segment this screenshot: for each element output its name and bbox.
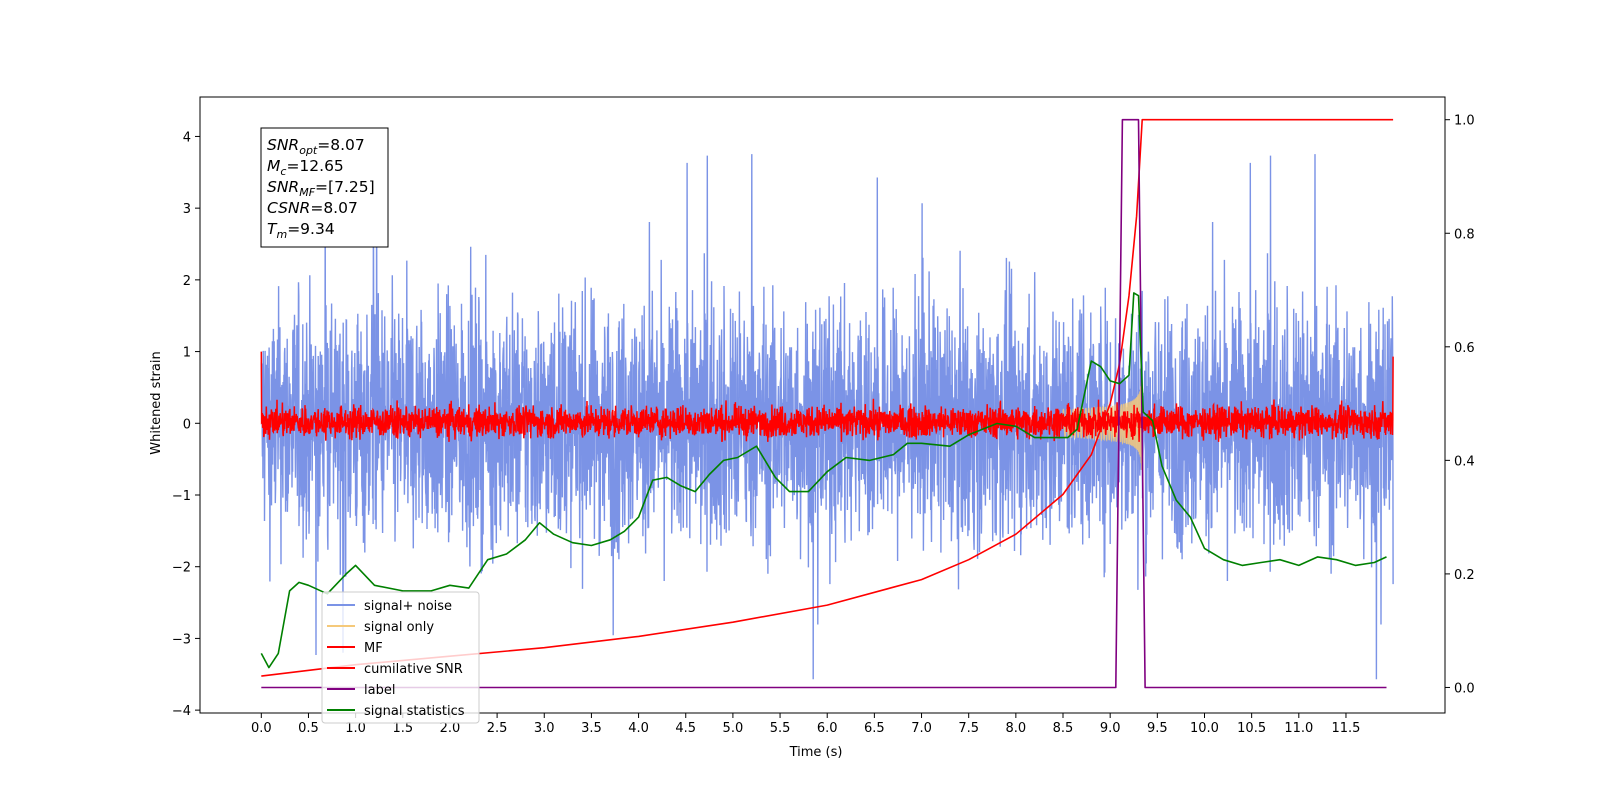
x-tick-label: 6.0: [817, 721, 838, 736]
plot-area: [260, 118, 1394, 689]
ticks: 0.0 0.5 1.0 1.5 2.0 2.5 3.0 3.5 4.0 4.5 5.0 5.5 6.0 6…: [172, 114, 1475, 736]
y-right-tick-label: 0.4: [1454, 454, 1475, 469]
y-right-tick-label: 0.6: [1454, 341, 1475, 356]
legend: signal+ noise signal only MF cumilative SNR…: [321, 591, 480, 724]
y-left-tick-label: 3: [183, 202, 191, 217]
y-right-tick-label: 0.2: [1454, 568, 1475, 583]
x-tick-label: 1.0: [345, 721, 366, 736]
y-left-tick-label: −3: [172, 632, 191, 647]
x-tick-label: 5.0: [723, 721, 744, 736]
legend-label: signal statistics: [364, 704, 465, 719]
legend-label: label: [364, 683, 395, 698]
x-tick-label: 6.5: [864, 721, 885, 736]
series-signal-statistics: [260, 292, 1387, 669]
x-tick-label: 5.5: [770, 721, 791, 736]
y-right-tick-label: 1.0: [1454, 114, 1475, 129]
y-left-tick-label: 1: [183, 346, 191, 361]
series-label: [261, 118, 1387, 689]
y-left-tick-label: −4: [172, 704, 191, 719]
legend-label: signal only: [364, 620, 434, 635]
annotation-line: Mc=12.65: [267, 157, 344, 178]
y-right-tick-label: 0.8: [1454, 227, 1475, 242]
annotation-line: SNRopt=8.07: [267, 136, 365, 157]
series-mf: [260, 351, 1394, 443]
annotation-frame: [260, 127, 389, 248]
x-tick-label: 0.5: [298, 721, 319, 736]
x-tick-label: 3.0: [534, 721, 555, 736]
y-left-tick-label: −1: [172, 489, 191, 504]
x-axis-label: Time (s): [789, 745, 843, 760]
annotation-line: CSNR=8.07: [267, 199, 358, 217]
plot-clip-group: [260, 118, 1394, 689]
y-right-tick-label: 0.0: [1454, 681, 1475, 696]
axes-border: [199, 96, 1446, 714]
x-tick-label: 0.0: [251, 721, 272, 736]
annotation-line: SNRMF=[7.25]: [267, 178, 375, 199]
x-tick-label: 7.5: [958, 721, 979, 736]
x-tick-label: 4.0: [628, 721, 649, 736]
x-tick-label: 11.5: [1331, 721, 1360, 736]
legend-frame: [321, 591, 480, 724]
y-left-tick-label: 0: [183, 417, 191, 432]
y-left-tick-label: 4: [183, 130, 191, 145]
x-tick-label: 11.0: [1284, 721, 1313, 736]
x-tick-label: 1.5: [392, 721, 413, 736]
annotation-line: Tm=9.34: [267, 220, 335, 241]
x-tick-label: 8.5: [1053, 721, 1074, 736]
x-tick-label: 9.0: [1100, 721, 1121, 736]
x-tick-label: 4.5: [675, 721, 696, 736]
x-tick-label: 10.0: [1190, 721, 1219, 736]
x-tick-label: 3.5: [581, 721, 602, 736]
x-tick-label: 2.5: [487, 721, 508, 736]
y-left-tick-label: −2: [172, 561, 191, 576]
y-axis-label: Whitened strain: [149, 351, 164, 454]
x-tick-label: 8.0: [1006, 721, 1027, 736]
axes-frame: [199, 96, 1446, 714]
legend-label: MF: [364, 641, 383, 656]
x-tick-label: 7.0: [911, 721, 932, 736]
series-signal-noise: [260, 154, 1394, 680]
series-cumulative-snr: [261, 118, 1394, 677]
x-tick-label: 2.0: [440, 721, 461, 736]
legend-label: cumilative SNR: [364, 662, 463, 677]
y-left-tick-label: 2: [183, 274, 191, 289]
x-tick-label: 10.5: [1237, 721, 1266, 736]
x-tick-label: 9.5: [1147, 721, 1168, 736]
annotation-box: SNRopt=8.07Mc=12.65SNRMF=[7.25]CSNR=8.07…: [260, 127, 389, 248]
legend-label: signal+ noise: [364, 599, 452, 614]
